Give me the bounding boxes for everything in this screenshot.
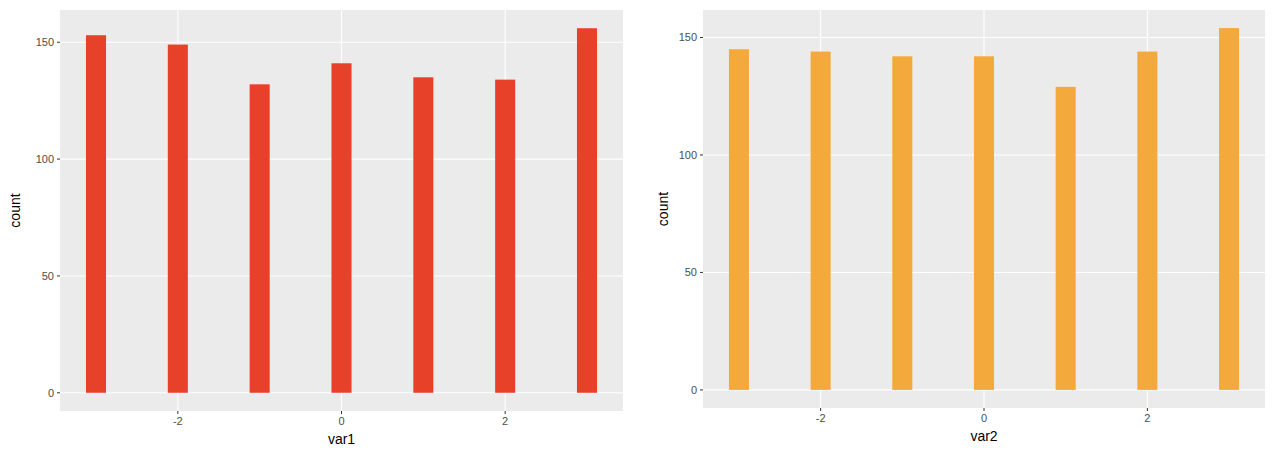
chart-panel: 0 50 100 150 -2 0 2 var1 count xyxy=(7,10,623,447)
tick-label: -2 xyxy=(173,415,183,427)
tick-label: 2 xyxy=(1144,412,1150,424)
bar xyxy=(974,56,994,390)
tick-mark xyxy=(57,159,60,160)
tick-label: -2 xyxy=(816,412,826,424)
bar xyxy=(577,28,597,393)
bar xyxy=(495,80,515,393)
tick-label: 50 xyxy=(42,270,54,282)
tick-mark xyxy=(177,411,178,414)
tick-mark xyxy=(700,389,703,390)
tick-mark xyxy=(820,408,821,411)
tick-label: 100 xyxy=(679,149,697,161)
bar xyxy=(1137,52,1157,390)
tick-label: 150 xyxy=(36,36,54,48)
tick-mark xyxy=(700,37,703,38)
bars xyxy=(729,28,1239,390)
tick-label: 0 xyxy=(691,384,697,396)
tick-mark xyxy=(505,411,506,414)
tick-label: 0 xyxy=(981,412,987,424)
bar xyxy=(811,52,831,390)
plot-background xyxy=(60,10,623,411)
bar xyxy=(250,84,270,392)
tick-label: 100 xyxy=(36,153,54,165)
tick-label: 150 xyxy=(679,31,697,43)
axis-title: var2 xyxy=(970,428,997,444)
bar xyxy=(1056,87,1076,390)
tick-mark xyxy=(57,392,60,393)
plot-background xyxy=(703,10,1265,408)
bar xyxy=(413,77,433,392)
bars xyxy=(86,28,597,393)
bar xyxy=(86,35,106,393)
tick-mark xyxy=(57,42,60,43)
axis-title: count xyxy=(655,192,671,226)
tick-mark xyxy=(984,408,985,411)
tick-label: 0 xyxy=(48,387,54,399)
tick-mark xyxy=(700,272,703,273)
tick-mark xyxy=(700,154,703,155)
tick-mark xyxy=(57,275,60,276)
axis-title: count xyxy=(7,193,23,227)
chart-panel: 0 50 100 150 -2 0 2 var2 count xyxy=(655,10,1265,444)
tick-label: 50 xyxy=(685,266,697,278)
tick-label: 0 xyxy=(338,415,344,427)
axis-title: var1 xyxy=(328,431,355,447)
tick-mark xyxy=(341,411,342,414)
tick-label: 2 xyxy=(502,415,508,427)
bar xyxy=(729,49,749,390)
bar xyxy=(168,45,188,393)
figure: 0 50 100 150 -2 0 2 var1 count 0 50 100 150 -2 0 2 var2 c… xyxy=(0,0,1280,461)
bar xyxy=(892,56,912,390)
bar xyxy=(1219,28,1239,390)
bar xyxy=(331,63,351,392)
tick-mark xyxy=(1147,408,1148,411)
